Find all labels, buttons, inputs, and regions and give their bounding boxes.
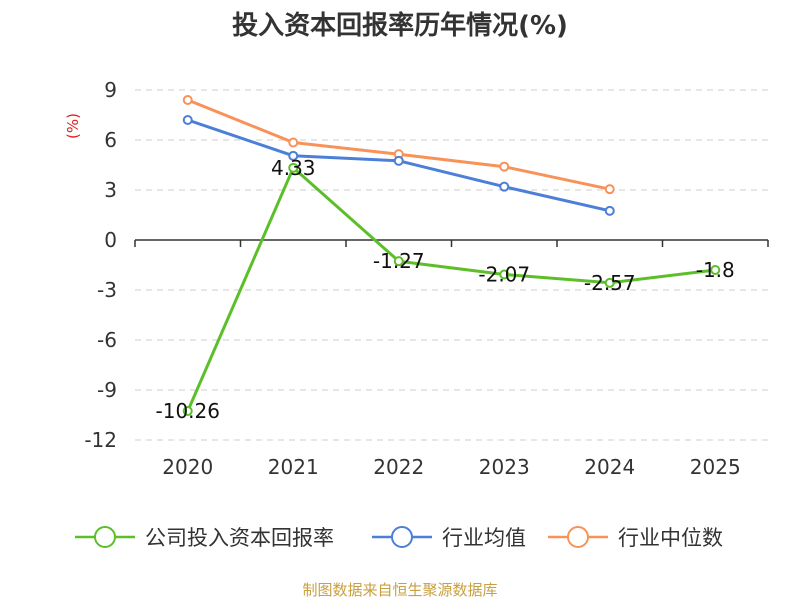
y-tick-label: 9: [104, 78, 117, 102]
data-label: -2.07: [478, 263, 530, 287]
data-point: [393, 256, 404, 267]
data-point: [604, 205, 615, 216]
gridlines: [135, 89, 768, 441]
y-tick-label: -9: [97, 378, 117, 402]
data-point: [710, 265, 721, 275]
data-point: [182, 115, 193, 125]
data-point: [288, 162, 299, 173]
y-axis-label: (%): [64, 113, 82, 139]
data-point: [604, 184, 615, 195]
series-line-2: [187, 98, 611, 191]
x-tick-labels: 2020 2021 2022 2023 2024 2025: [162, 455, 740, 479]
data-point: [288, 150, 299, 161]
legend-label: 行业均值: [442, 526, 526, 550]
data-point: [393, 155, 404, 166]
y-tick-label: -3: [97, 278, 117, 302]
y-tick-label: 0: [104, 228, 117, 252]
x-tick-label: 2025: [690, 455, 741, 479]
data-label: -10.26: [156, 399, 220, 423]
data-label: -1.8: [696, 258, 735, 282]
y-tick-labels: 9 6 3 0 -3 -6 -9 -12: [84, 78, 117, 452]
data-point: [288, 137, 299, 148]
x-tick-label: 2021: [268, 455, 319, 479]
source-footer: 制图数据来自恒生聚源数据库: [302, 581, 497, 599]
data-point: [182, 406, 193, 416]
y-tick-label: 6: [104, 128, 117, 152]
chart-title: 投入资本回报率历年情况(%): [232, 10, 568, 41]
y-tick-label: 3: [104, 178, 117, 202]
legend-label: 公司投入资本回报率: [145, 526, 334, 550]
data-point: [499, 181, 510, 192]
data-point: [182, 95, 193, 105]
legend: 公司投入资本回报率 行业均值 行业中位数: [75, 526, 723, 550]
data-point: [604, 277, 615, 288]
data-label: -2.57: [584, 271, 636, 295]
x-tick-label: 2020: [162, 455, 213, 479]
legend-label: 行业中位数: [618, 526, 723, 550]
y-tick-label: -12: [84, 428, 117, 452]
legend-marker: [567, 526, 589, 548]
x-axis: [134, 239, 769, 247]
x-tick-label: 2024: [584, 455, 635, 479]
data-label: -1.27: [373, 249, 425, 273]
legend-marker: [391, 526, 413, 548]
legend-marker: [94, 526, 116, 548]
y-tick-label: -6: [97, 328, 117, 352]
data-label: 4.33: [271, 156, 316, 180]
data-labels: -10.26 4.33 -1.27 -2.07 -2.57 -1.8: [156, 156, 735, 423]
series-line-0: [186, 166, 716, 412]
series-lines: [182, 95, 721, 416]
x-tick-label: 2023: [479, 455, 530, 479]
data-point: [499, 161, 510, 172]
x-tick-label: 2022: [373, 455, 424, 479]
data-point: [499, 269, 510, 280]
